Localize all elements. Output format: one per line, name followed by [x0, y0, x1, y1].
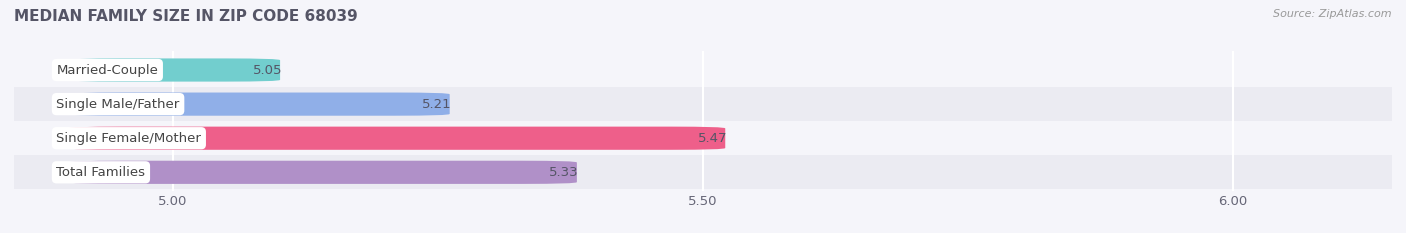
- Text: 5.47: 5.47: [697, 132, 727, 145]
- Text: Total Families: Total Families: [56, 166, 145, 179]
- Text: MEDIAN FAMILY SIZE IN ZIP CODE 68039: MEDIAN FAMILY SIZE IN ZIP CODE 68039: [14, 9, 357, 24]
- Text: Single Female/Mother: Single Female/Mother: [56, 132, 201, 145]
- FancyBboxPatch shape: [67, 93, 450, 116]
- Text: Single Male/Father: Single Male/Father: [56, 98, 180, 111]
- Text: 5.21: 5.21: [422, 98, 451, 111]
- Bar: [14, 87, 1392, 121]
- FancyBboxPatch shape: [67, 127, 725, 150]
- Bar: [14, 155, 1392, 189]
- Text: Married-Couple: Married-Couple: [56, 64, 159, 76]
- Text: 5.05: 5.05: [253, 64, 283, 76]
- Text: 5.33: 5.33: [550, 166, 579, 179]
- FancyBboxPatch shape: [67, 161, 576, 184]
- FancyBboxPatch shape: [67, 58, 280, 82]
- Bar: [14, 53, 1392, 87]
- Text: Source: ZipAtlas.com: Source: ZipAtlas.com: [1274, 9, 1392, 19]
- Bar: [14, 121, 1392, 155]
